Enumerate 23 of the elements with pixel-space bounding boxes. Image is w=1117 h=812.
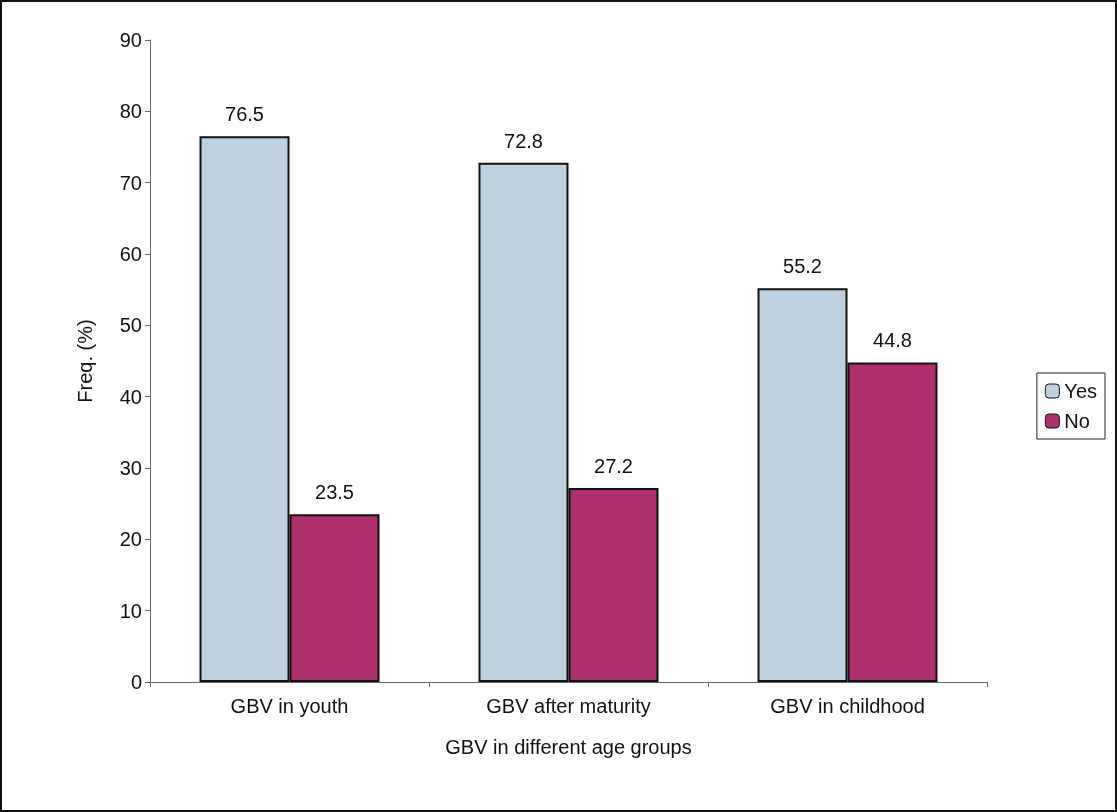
data-label: 72.8 xyxy=(504,129,543,152)
x-tick-label: GBV after maturity xyxy=(486,695,651,717)
data-label: 44.8 xyxy=(873,329,912,352)
y-tick-label: 30 xyxy=(119,457,142,479)
y-tick-label: 20 xyxy=(119,528,142,551)
y-tick-label: 80 xyxy=(119,100,142,123)
data-label: 76.5 xyxy=(225,103,264,126)
y-tick-label: 10 xyxy=(119,599,142,622)
y-tick-label: 60 xyxy=(119,243,142,265)
y-tick-label: 40 xyxy=(119,385,142,408)
y-tick-label: 50 xyxy=(119,314,142,337)
data-label: 23.5 xyxy=(315,481,354,504)
legend-label: Yes xyxy=(1064,380,1098,402)
x-tick-label: GBV in childhood xyxy=(770,695,925,717)
y-axis-title: Freq. (%) xyxy=(74,319,96,403)
data-label: 55.2 xyxy=(783,255,822,278)
y-tick-label: 90 xyxy=(119,29,142,51)
data-label: 27.2 xyxy=(594,454,633,477)
y-tick-label: 70 xyxy=(119,171,142,194)
legend-label: No xyxy=(1064,410,1090,432)
x-tick-label: GBV in youth xyxy=(230,695,349,717)
y-tick-label: 0 xyxy=(130,671,142,693)
x-axis-title: GBV in different age groups xyxy=(445,736,692,758)
